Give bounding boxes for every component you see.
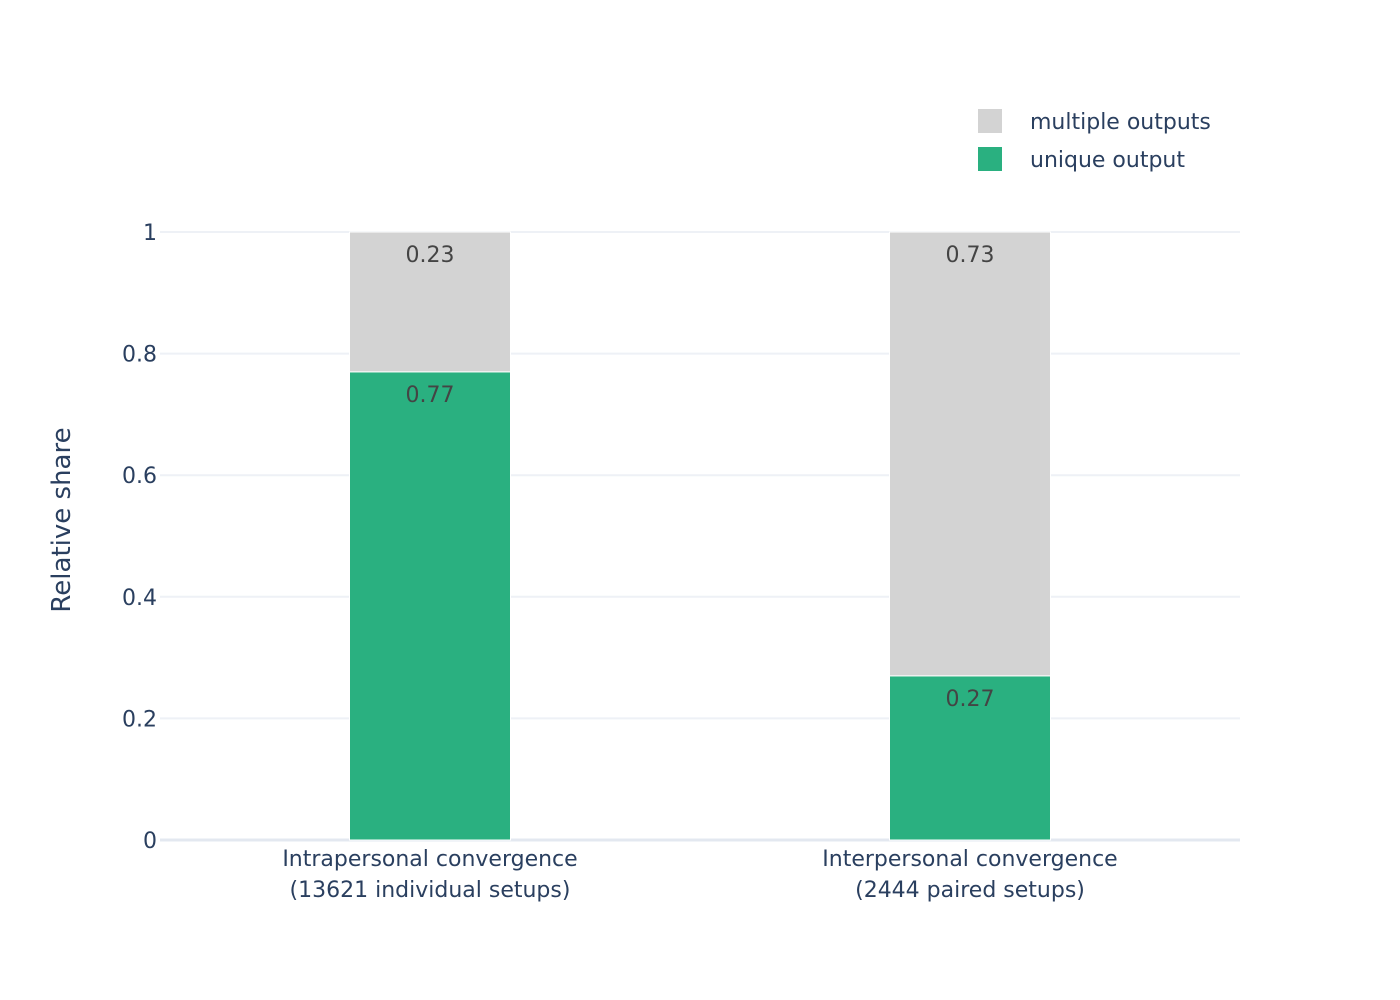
x-category-label: Intrapersonal convergence [282, 847, 577, 872]
y-tick-label: 0.6 [122, 464, 157, 489]
y-tick-label: 0.8 [122, 343, 157, 368]
data-label: 0.23 [406, 243, 455, 268]
x-category-label: (2444 paired setups) [855, 878, 1085, 903]
y-tick-label: 0 [143, 829, 157, 854]
bar-unique-output-0[interactable] [349, 371, 511, 841]
legend[interactable]: multiple outputs unique output [978, 109, 1211, 173]
legend-item[interactable]: unique output [978, 147, 1185, 173]
bar-unique-output-1[interactable] [889, 675, 1051, 841]
legend-label: multiple outputs [1030, 110, 1211, 135]
bar-multiple-outputs-1[interactable] [889, 231, 1051, 677]
y-tick-label: 0.4 [122, 586, 157, 611]
data-label: 0.73 [946, 243, 995, 268]
y-tick-label: 1 [143, 221, 157, 246]
legend-label: unique output [1030, 148, 1185, 173]
legend-swatch [978, 109, 1002, 133]
y-axis-label: Relative share [47, 427, 77, 612]
x-category-label: Interpersonal convergence [822, 847, 1117, 872]
data-label: 0.77 [406, 383, 455, 408]
x-category-label: (13621 individual setups) [290, 878, 571, 903]
gridlines [160, 231, 1240, 842]
bar-multiple-outputs-0[interactable] [349, 231, 511, 373]
y-tick-label: 0.2 [122, 707, 157, 732]
y-axis-ticks: 0 0.2 0.4 0.6 0.8 1 [122, 221, 157, 854]
legend-swatch [978, 147, 1002, 171]
legend-item[interactable]: multiple outputs [978, 109, 1211, 135]
bars [349, 231, 1051, 841]
x-axis-categories: Intrapersonal convergence (13621 individu… [282, 847, 1117, 903]
data-label: 0.27 [946, 687, 995, 712]
data-labels: 0.77 0.23 0.27 0.73 [406, 243, 995, 712]
